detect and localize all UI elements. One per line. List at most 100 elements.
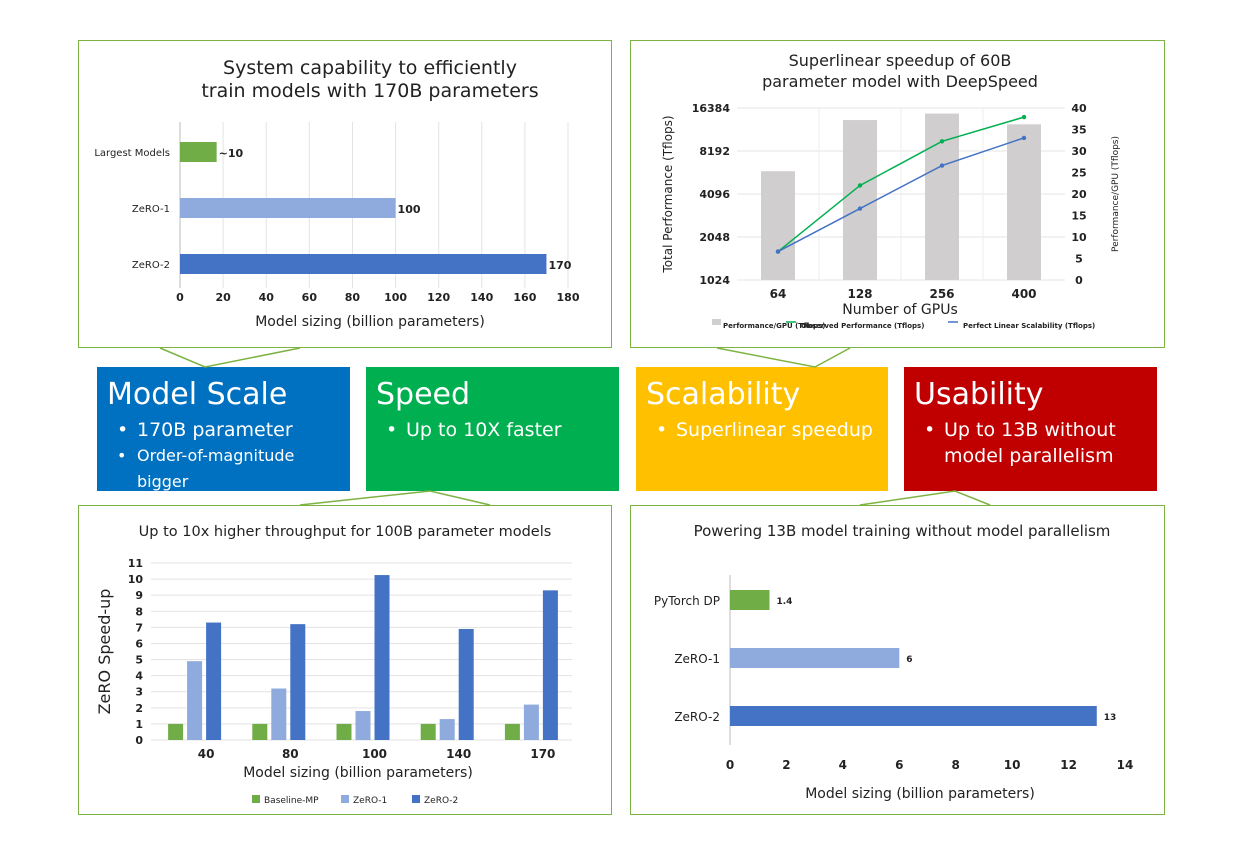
y-tick-label: 2 [135,702,143,715]
bar [761,171,795,280]
feature-scalability: Scalability Superlinear speedup [636,367,888,491]
y-axis-label: Total Performance (Tflops) [661,115,675,273]
y-tick-label: 8192 [699,145,730,158]
bar [168,723,184,740]
bar [843,120,877,280]
bar [420,723,436,740]
data-point [1021,114,1027,120]
x-axis-label: Model sizing (billion parameters) [243,765,473,781]
x-tick-label: 80 [345,291,361,304]
feature-model-scale: Model Scale 170B parameter Order-of-magn… [97,367,350,491]
x-tick-label: 10 [1004,758,1021,772]
bar [252,723,268,740]
category-label: ZeRO-2 [674,710,720,724]
bar [187,661,203,740]
x-axis-label: Model sizing (billion parameters) [255,314,485,330]
x-tick-label: 170 [530,747,555,761]
bar [730,706,1097,726]
feature-bullet: 170B parameter [117,417,340,443]
y-tick-label: 16384 [692,102,731,115]
feature-usability: Usability Up to 13B without model parall… [904,367,1157,491]
y2-axis-label: Performance/GPU (Tflops) [1111,136,1121,252]
feature-speed: Speed Up to 10X faster [366,367,619,491]
bar [439,719,455,740]
y-tick-label: 11 [128,557,143,570]
data-point [939,139,945,144]
x-tick-label: 8 [952,758,960,772]
chart-title: System capability to efficiently [223,57,517,79]
legend-label: ZeRO-1 [353,796,387,806]
data-label: 170 [548,259,571,272]
x-tick-label: 256 [929,287,954,301]
bar [355,711,371,740]
bar [180,198,396,218]
category-label: PyTorch DP [654,594,720,608]
callout-tail [159,347,301,368]
data-label: 6 [906,655,912,665]
y-tick-label: 4 [135,670,143,683]
bar [290,624,306,740]
legend-label: Baseline-MP [264,796,319,806]
y-tick-label: 5 [135,654,143,667]
x-tick-label: 2 [782,758,790,772]
bar [1007,124,1041,280]
feature-title: Model Scale [107,377,288,412]
data-label: 1.4 [777,597,793,607]
legend-label: Perfect Linear Scalability (Tflops) [963,322,1095,330]
bar [206,622,222,740]
y-tick-label: 1 [135,718,143,731]
bar [523,704,539,740]
y2-tick-label: 15 [1071,210,1086,223]
y-tick-label: 4096 [699,188,730,201]
data-label: 13 [1104,713,1117,723]
series-line [777,137,1025,253]
x-axis-label: Number of GPUs [842,302,957,318]
y2-tick-label: 30 [1071,145,1087,158]
data-point [775,249,781,254]
chart-title: Up to 10x higher throughput for 100B par… [139,524,552,540]
legend-label: Performance/GPU (Tflops) [723,322,825,330]
legend-swatch [341,795,349,803]
y-tick-label: 1024 [699,274,730,287]
x-tick-label: 400 [1011,287,1036,301]
y2-tick-label: 10 [1071,231,1087,244]
y-tick-label: 9 [135,589,143,602]
legend-label: Observed Performance (Tflops) [801,322,924,330]
y-tick-label: 6 [135,637,143,650]
feature-title: Speed [376,377,471,412]
x-tick-label: 80 [282,747,299,761]
x-tick-label: 0 [176,291,184,304]
feature-title: Usability [914,377,1044,412]
x-tick-label: 6 [895,758,903,772]
x-tick-label: 160 [513,291,536,304]
x-tick-label: 0 [726,758,734,772]
x-tick-label: 14 [1117,758,1134,772]
x-tick-label: 120 [427,291,450,304]
chart-title: Powering 13B model training without mode… [694,522,1111,540]
bar [180,142,217,162]
callout-tail [716,347,851,368]
data-point [1021,135,1027,141]
data-label: 100 [398,203,421,216]
chart-title: Superlinear speedup of 60B [789,51,1012,70]
feature-bullet: Superlinear speedup [656,417,878,443]
x-tick-label: 12 [1060,758,1077,772]
bar [504,723,520,740]
y2-tick-label: 40 [1071,102,1087,115]
chart-title: train models with 170B parameters [201,80,538,102]
bar [374,575,390,740]
y-tick-label: 8 [135,605,143,618]
data-point [857,183,863,188]
x-tick-label: 128 [847,287,872,301]
y2-tick-label: 25 [1071,167,1086,180]
feature-title: Scalability [646,377,801,412]
data-label: ~10 [219,147,244,160]
bar [271,688,287,740]
x-tick-label: 4 [839,758,847,772]
x-tick-label: 140 [470,291,493,304]
feature-bullet: Up to 10X faster [386,417,609,443]
x-axis-label: Model sizing (billion parameters) [805,786,1035,802]
x-tick-label: 180 [557,291,580,304]
category-label: ZeRO-2 [132,260,170,271]
